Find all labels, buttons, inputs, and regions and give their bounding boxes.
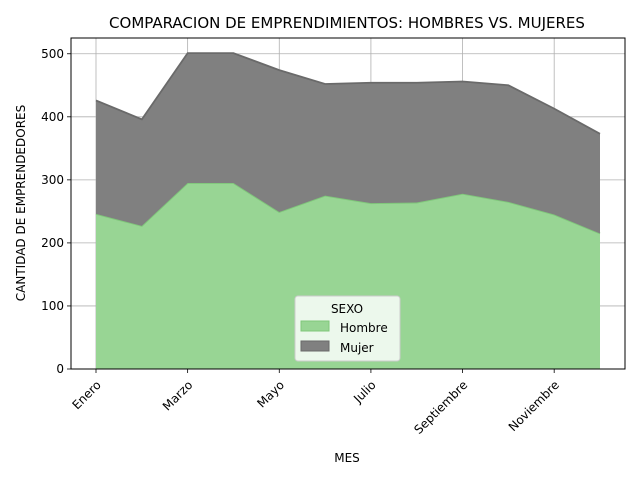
- chart-title: COMPARACION DE EMPRENDIMIENTOS: HOMBRES …: [109, 14, 585, 32]
- legend-label-hombre: Hombre: [340, 321, 388, 335]
- legend-label-mujer: Mujer: [340, 341, 374, 355]
- y-tick-label: 100: [41, 299, 64, 313]
- y-axis-label: CANTIDAD DE EMPRENDEDORES: [14, 105, 28, 301]
- x-axis-label: MES: [334, 451, 360, 465]
- area-mujer: [96, 53, 600, 234]
- y-tick-label: 400: [41, 110, 64, 124]
- y-tick-label: 300: [41, 173, 64, 187]
- y-tick-label: 500: [41, 47, 64, 61]
- areas: [95, 52, 601, 369]
- y-tick-label: 200: [41, 236, 64, 250]
- y-tick-label: 0: [56, 362, 64, 376]
- legend-swatch-hombre: [300, 320, 330, 332]
- legend-swatch-mujer: [300, 340, 330, 352]
- area-edge-mujer: [95, 52, 601, 135]
- area-hombre: [96, 183, 600, 369]
- legend-title: SEXO: [331, 302, 363, 316]
- plot-frame: [70, 37, 626, 370]
- y-axis: 0 100 200 300 400 500: [41, 47, 71, 376]
- legend: SEXO Hombre Mujer: [294, 295, 401, 362]
